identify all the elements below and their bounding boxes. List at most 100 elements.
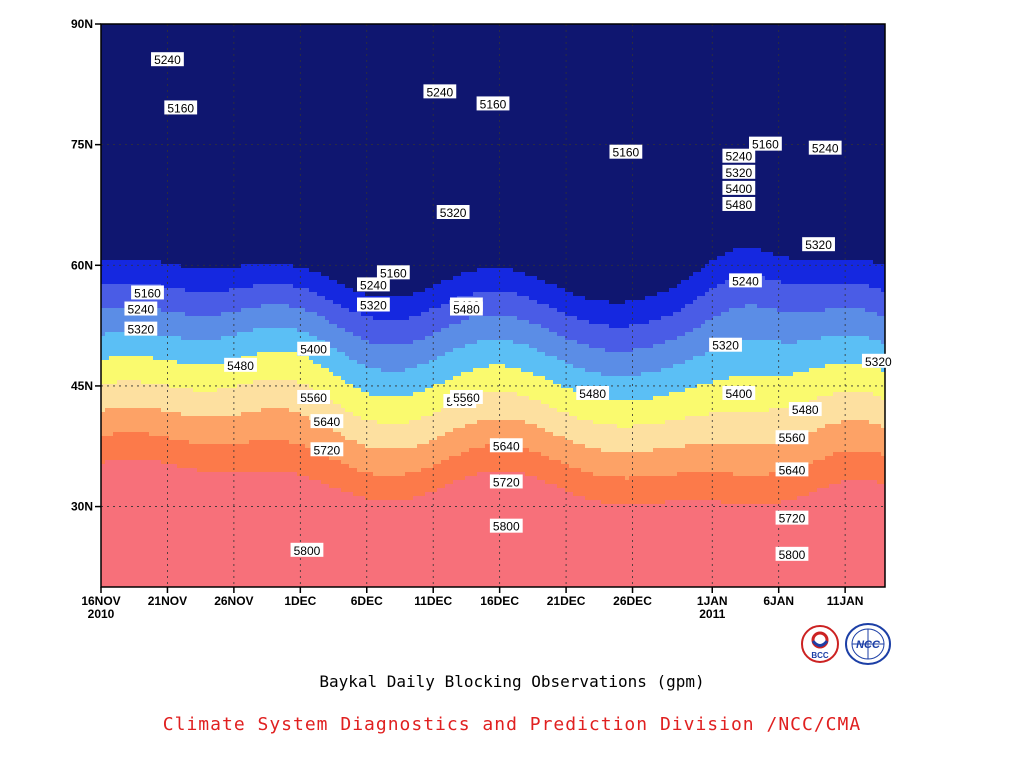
contour-cell (197, 500, 202, 505)
contour-cell (197, 144, 202, 149)
contour-cell (181, 96, 186, 101)
contour-cell (109, 444, 114, 449)
contour-cell (213, 260, 218, 265)
contour-cell (125, 348, 130, 353)
contour-cell (209, 548, 214, 553)
contour-cell (157, 156, 162, 161)
contour-cell (233, 28, 238, 33)
contour-cell (149, 236, 154, 241)
contour-cell (157, 48, 162, 53)
contour-cell (209, 156, 214, 161)
contour-cell (157, 416, 162, 421)
contour-cell (185, 244, 190, 249)
contour-cell (217, 180, 222, 185)
contour-cell (189, 440, 194, 445)
contour-cell (217, 24, 222, 29)
contour-cell (201, 356, 206, 361)
contour-cell (197, 456, 202, 461)
contour-cell (173, 560, 178, 565)
contour-cell (177, 328, 182, 333)
contour-cell (169, 152, 174, 157)
contour-cell (221, 36, 226, 41)
contour-cell (177, 28, 182, 33)
contour-cell (165, 348, 170, 353)
contour-cell (169, 264, 174, 269)
contour-cell (237, 324, 242, 329)
contour-cell (121, 236, 126, 241)
contour-cell (125, 564, 130, 569)
contour-cell (109, 272, 114, 277)
contour-cell (149, 160, 154, 165)
contour-cell (189, 232, 194, 237)
contour-cell (205, 104, 210, 109)
contour-cell (177, 584, 182, 587)
contour-cell (125, 76, 130, 81)
contour-cell (233, 288, 238, 293)
contour-cell (189, 308, 194, 313)
contour-cell (153, 428, 158, 433)
contour-cell (197, 448, 202, 453)
contour-cell (229, 176, 234, 181)
contour-cell (173, 268, 178, 273)
contour-cell (169, 44, 174, 49)
contour-cell (209, 292, 214, 297)
contour-cell (101, 28, 106, 33)
contour-cell (173, 440, 178, 445)
contour-cell (133, 76, 138, 81)
contour-cell (205, 480, 210, 485)
contour-cell (177, 372, 182, 377)
contour-cell (209, 192, 214, 197)
contour-cell (205, 552, 210, 557)
contour-cell (233, 208, 238, 213)
contour-cell (201, 572, 206, 577)
contour-cell (229, 552, 234, 557)
contour-cell (109, 476, 114, 481)
contour-cell (185, 168, 190, 173)
contour-cell (221, 456, 226, 461)
contour-cell (177, 380, 182, 385)
contour-cell (229, 572, 234, 577)
contour-cell (221, 316, 226, 321)
contour-cell (161, 476, 166, 481)
contour-cell (217, 260, 222, 265)
contour-cell (157, 36, 162, 41)
contour-cell (205, 412, 210, 417)
contour-cell (205, 368, 210, 373)
contour-cell (209, 484, 214, 489)
contour-cell (241, 104, 246, 109)
contour-cell (189, 156, 194, 161)
contour-cell (141, 224, 146, 229)
contour-cell (153, 184, 158, 189)
contour-cell (133, 340, 138, 345)
contour-cell (149, 500, 154, 505)
contour-cell (121, 328, 126, 333)
contour-cell (153, 248, 158, 253)
contour-cell (209, 428, 214, 433)
contour-cell (233, 540, 238, 545)
contour-cell (129, 104, 134, 109)
contour-cell (229, 496, 234, 501)
contour-cell (233, 424, 238, 429)
contour-cell (137, 252, 142, 257)
contour-cell (201, 532, 206, 537)
contour-cell (169, 136, 174, 141)
contour-cell (137, 272, 142, 277)
contour-cell (129, 372, 134, 377)
contour-cell (241, 124, 246, 129)
contour-cell (169, 500, 174, 505)
contour-cell (233, 320, 238, 325)
contour-cell (205, 156, 210, 161)
contour-cell (113, 324, 118, 329)
contour-cell (101, 276, 106, 281)
contour-cell (213, 40, 218, 45)
contour-cell (169, 88, 174, 93)
contour-cell (101, 560, 106, 565)
contour-cell (145, 76, 150, 81)
contour-cell (137, 40, 142, 45)
contour-cell (233, 328, 238, 333)
contour-cell (145, 28, 150, 33)
contour-cell (157, 204, 162, 209)
contour-cell (189, 88, 194, 93)
contour-cell (193, 460, 198, 465)
contour-cell (129, 396, 134, 401)
